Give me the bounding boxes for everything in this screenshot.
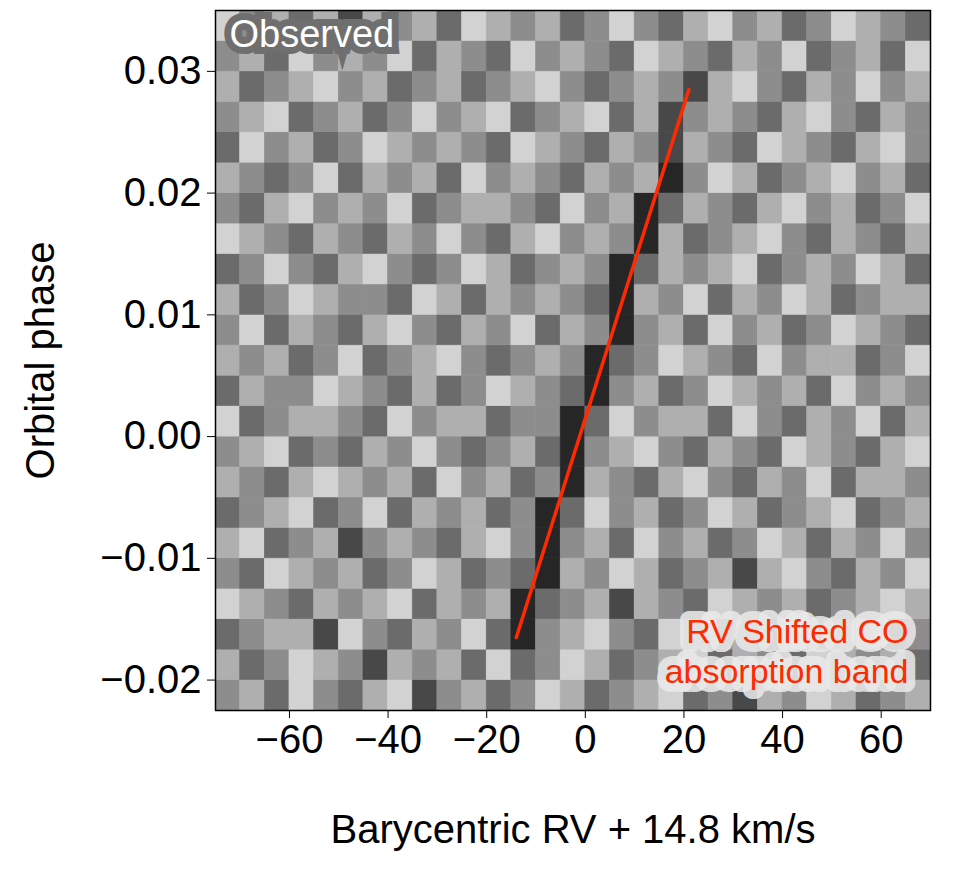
svg-text:−40: −40 [354, 717, 422, 761]
svg-text:0.02: 0.02 [124, 170, 202, 214]
svg-text:−0.01: −0.01 [100, 535, 201, 579]
svg-text:−60: −60 [256, 717, 324, 761]
svg-text:−0.02: −0.02 [100, 657, 201, 701]
svg-text:Observed: Observed [230, 13, 395, 55]
svg-text:−20: −20 [453, 717, 521, 761]
svg-text:0: 0 [574, 717, 596, 761]
svg-text:40: 40 [760, 717, 805, 761]
svg-text:0.01: 0.01 [124, 292, 202, 336]
svg-text:RV Shifted COabsorption band: RV Shifted COabsorption band [665, 612, 909, 689]
svg-text:20: 20 [662, 717, 707, 761]
svg-text:Barycentric RV + 14.8 km/s: Barycentric RV + 14.8 km/s [331, 807, 816, 851]
svg-text:Orbital phase: Orbital phase [18, 242, 62, 480]
svg-text:0.03: 0.03 [124, 48, 202, 92]
svg-text:60: 60 [859, 717, 904, 761]
svg-text:0.00: 0.00 [124, 413, 202, 457]
